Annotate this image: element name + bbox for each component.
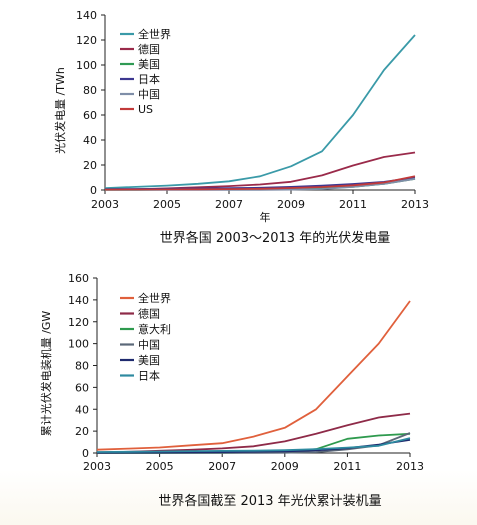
x-tick-label: 2011 bbox=[339, 198, 367, 211]
y-axis-label: 累计光伏发电装机量 /GW bbox=[39, 311, 53, 437]
chart-2: 0 20 40 60 80 100 120 140 160 2003 2005 2007 2009 201… bbox=[39, 272, 424, 509]
y-tick-label: 140 bbox=[76, 9, 97, 22]
legend-label: 美国 bbox=[138, 58, 160, 71]
legend-label: US bbox=[138, 103, 153, 116]
y-tick-label: 140 bbox=[68, 294, 89, 307]
legend-label: 全世界 bbox=[138, 27, 171, 41]
y-tick-label: 40 bbox=[83, 134, 97, 147]
x-tick-label: 2007 bbox=[215, 198, 243, 211]
x-tick-label: 2013 bbox=[396, 460, 424, 473]
y-tick-label: 80 bbox=[75, 360, 89, 373]
x-tick-label: 2003 bbox=[91, 198, 119, 211]
x-tick-label: 2009 bbox=[271, 460, 299, 473]
x-tick-label: 2007 bbox=[208, 460, 236, 473]
x-tick-label: 2005 bbox=[153, 198, 181, 211]
x-tick-label: 2009 bbox=[277, 198, 305, 211]
y-tick-label: 100 bbox=[76, 59, 97, 72]
y-tick-label: 60 bbox=[83, 109, 97, 122]
x-tick-label: 2005 bbox=[146, 460, 174, 473]
legend-label: 中国 bbox=[138, 88, 160, 101]
legend-label: 日本 bbox=[138, 72, 160, 86]
y-tick-label: 60 bbox=[75, 381, 89, 394]
chart-1: 0 20 40 60 80 100 120 140 2003 2005 2007 2009 2011 20… bbox=[53, 9, 429, 246]
series-line-1 bbox=[96, 300, 411, 451]
y-tick-label: 120 bbox=[68, 316, 89, 329]
legend-label: 美国 bbox=[138, 354, 160, 367]
x-tick-label: 2013 bbox=[401, 198, 429, 211]
series-line-1 bbox=[104, 34, 416, 189]
y-tick-label: 0 bbox=[82, 447, 89, 460]
x-tick-label: 2011 bbox=[333, 460, 361, 473]
y-tick-label: 160 bbox=[68, 272, 89, 285]
legend-label: 德国 bbox=[138, 42, 160, 56]
legend-label: 全世界 bbox=[138, 291, 171, 305]
y-axis-label: 光伏发电量 /TWh bbox=[53, 67, 67, 154]
y-tick-label: 100 bbox=[68, 338, 89, 351]
series-line-6 bbox=[96, 437, 411, 453]
series-line-6 bbox=[104, 175, 416, 191]
chart-title: 世界各国 2003～2013 年的光伏发电量 bbox=[160, 230, 390, 246]
y-tick-label: 20 bbox=[83, 159, 97, 172]
y-tick-label: 120 bbox=[76, 34, 97, 47]
legend-label: 中国 bbox=[138, 339, 160, 352]
legend-label: 日本 bbox=[138, 369, 160, 383]
chart-title: 世界各国截至 2013 年光伏累计装机量 bbox=[158, 493, 381, 509]
legend-label: 德国 bbox=[138, 307, 160, 321]
legend-label: 意大利 bbox=[138, 322, 171, 336]
y-tick-label: 0 bbox=[90, 184, 97, 197]
background-tint bbox=[0, 470, 477, 525]
y-tick-label: 20 bbox=[75, 425, 89, 438]
x-tick-label: 2003 bbox=[83, 460, 111, 473]
y-tick-label: 40 bbox=[75, 403, 89, 416]
x-axis-label: 年 bbox=[260, 210, 271, 224]
y-tick-label: 80 bbox=[83, 84, 97, 97]
